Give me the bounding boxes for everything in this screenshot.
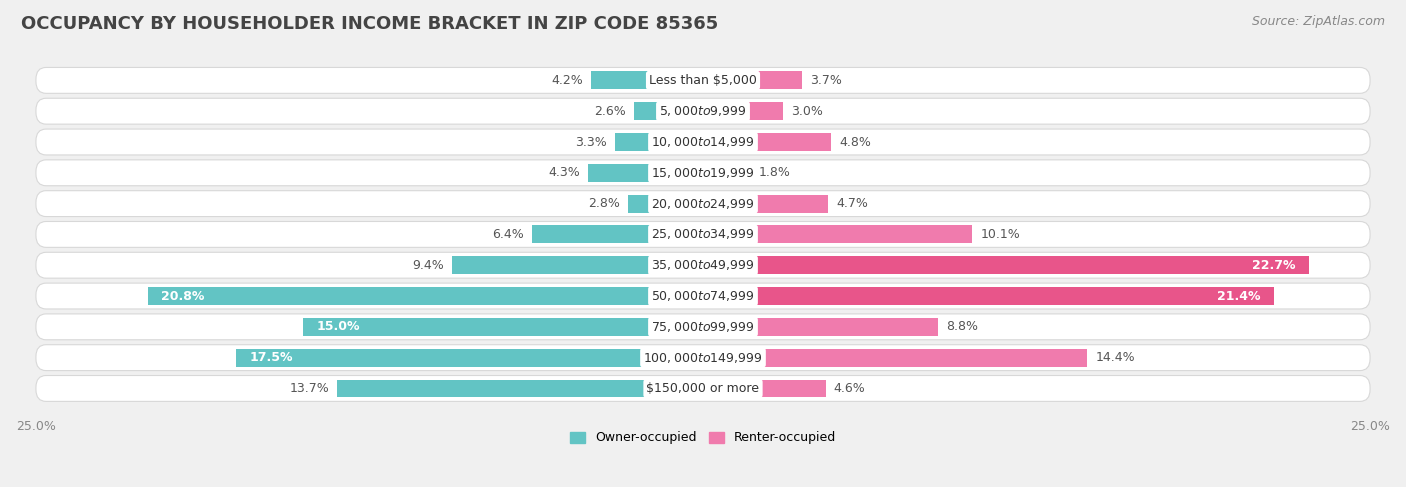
Text: 4.8%: 4.8% xyxy=(839,135,870,149)
Text: 4.7%: 4.7% xyxy=(837,197,869,210)
FancyBboxPatch shape xyxy=(37,191,1369,217)
Bar xyxy=(703,164,751,182)
Bar xyxy=(591,72,703,89)
Text: $10,000 to $14,999: $10,000 to $14,999 xyxy=(651,135,755,149)
Text: 3.0%: 3.0% xyxy=(792,105,823,118)
Bar xyxy=(634,102,703,120)
Bar xyxy=(614,133,703,151)
Bar xyxy=(703,225,973,244)
Bar xyxy=(337,379,703,397)
Bar xyxy=(302,318,703,336)
FancyBboxPatch shape xyxy=(37,314,1369,340)
FancyBboxPatch shape xyxy=(37,252,1369,278)
Bar xyxy=(703,256,1309,274)
Bar xyxy=(703,72,801,89)
Bar xyxy=(703,318,938,336)
Bar xyxy=(703,287,1274,305)
Text: $35,000 to $49,999: $35,000 to $49,999 xyxy=(651,258,755,272)
Text: Source: ZipAtlas.com: Source: ZipAtlas.com xyxy=(1251,15,1385,28)
Text: 14.4%: 14.4% xyxy=(1095,351,1135,364)
Text: 4.6%: 4.6% xyxy=(834,382,866,395)
Text: $100,000 to $149,999: $100,000 to $149,999 xyxy=(644,351,762,365)
Bar xyxy=(453,256,703,274)
FancyBboxPatch shape xyxy=(37,160,1369,186)
FancyBboxPatch shape xyxy=(37,345,1369,371)
Text: 2.6%: 2.6% xyxy=(593,105,626,118)
Bar xyxy=(533,225,703,244)
FancyBboxPatch shape xyxy=(37,283,1369,309)
FancyBboxPatch shape xyxy=(37,68,1369,94)
Text: $50,000 to $74,999: $50,000 to $74,999 xyxy=(651,289,755,303)
Legend: Owner-occupied, Renter-occupied: Owner-occupied, Renter-occupied xyxy=(565,427,841,450)
Text: 8.8%: 8.8% xyxy=(946,320,977,333)
Text: $25,000 to $34,999: $25,000 to $34,999 xyxy=(651,227,755,242)
Text: Less than $5,000: Less than $5,000 xyxy=(650,74,756,87)
Text: 3.3%: 3.3% xyxy=(575,135,607,149)
Text: 2.8%: 2.8% xyxy=(588,197,620,210)
Bar xyxy=(148,287,703,305)
FancyBboxPatch shape xyxy=(37,222,1369,247)
Text: 22.7%: 22.7% xyxy=(1251,259,1295,272)
Bar xyxy=(703,133,831,151)
FancyBboxPatch shape xyxy=(37,98,1369,124)
FancyBboxPatch shape xyxy=(37,375,1369,401)
Bar xyxy=(588,164,703,182)
Bar xyxy=(703,195,828,212)
Text: OCCUPANCY BY HOUSEHOLDER INCOME BRACKET IN ZIP CODE 85365: OCCUPANCY BY HOUSEHOLDER INCOME BRACKET … xyxy=(21,15,718,33)
Text: 6.4%: 6.4% xyxy=(492,228,524,241)
Text: 21.4%: 21.4% xyxy=(1218,290,1261,302)
Text: 20.8%: 20.8% xyxy=(162,290,205,302)
Text: 15.0%: 15.0% xyxy=(316,320,360,333)
Text: $75,000 to $99,999: $75,000 to $99,999 xyxy=(651,320,755,334)
Bar xyxy=(236,349,703,367)
Bar xyxy=(703,349,1087,367)
Bar xyxy=(628,195,703,212)
FancyBboxPatch shape xyxy=(37,129,1369,155)
Bar xyxy=(703,102,783,120)
Text: 4.3%: 4.3% xyxy=(548,167,581,179)
Text: 17.5%: 17.5% xyxy=(249,351,292,364)
Bar xyxy=(703,379,825,397)
Text: $5,000 to $9,999: $5,000 to $9,999 xyxy=(659,104,747,118)
Text: 4.2%: 4.2% xyxy=(551,74,583,87)
Text: 13.7%: 13.7% xyxy=(290,382,329,395)
Text: 10.1%: 10.1% xyxy=(980,228,1021,241)
Text: $20,000 to $24,999: $20,000 to $24,999 xyxy=(651,197,755,210)
Text: 3.7%: 3.7% xyxy=(810,74,842,87)
Text: $150,000 or more: $150,000 or more xyxy=(647,382,759,395)
Text: 1.8%: 1.8% xyxy=(759,167,792,179)
Text: $15,000 to $19,999: $15,000 to $19,999 xyxy=(651,166,755,180)
Text: 9.4%: 9.4% xyxy=(412,259,444,272)
